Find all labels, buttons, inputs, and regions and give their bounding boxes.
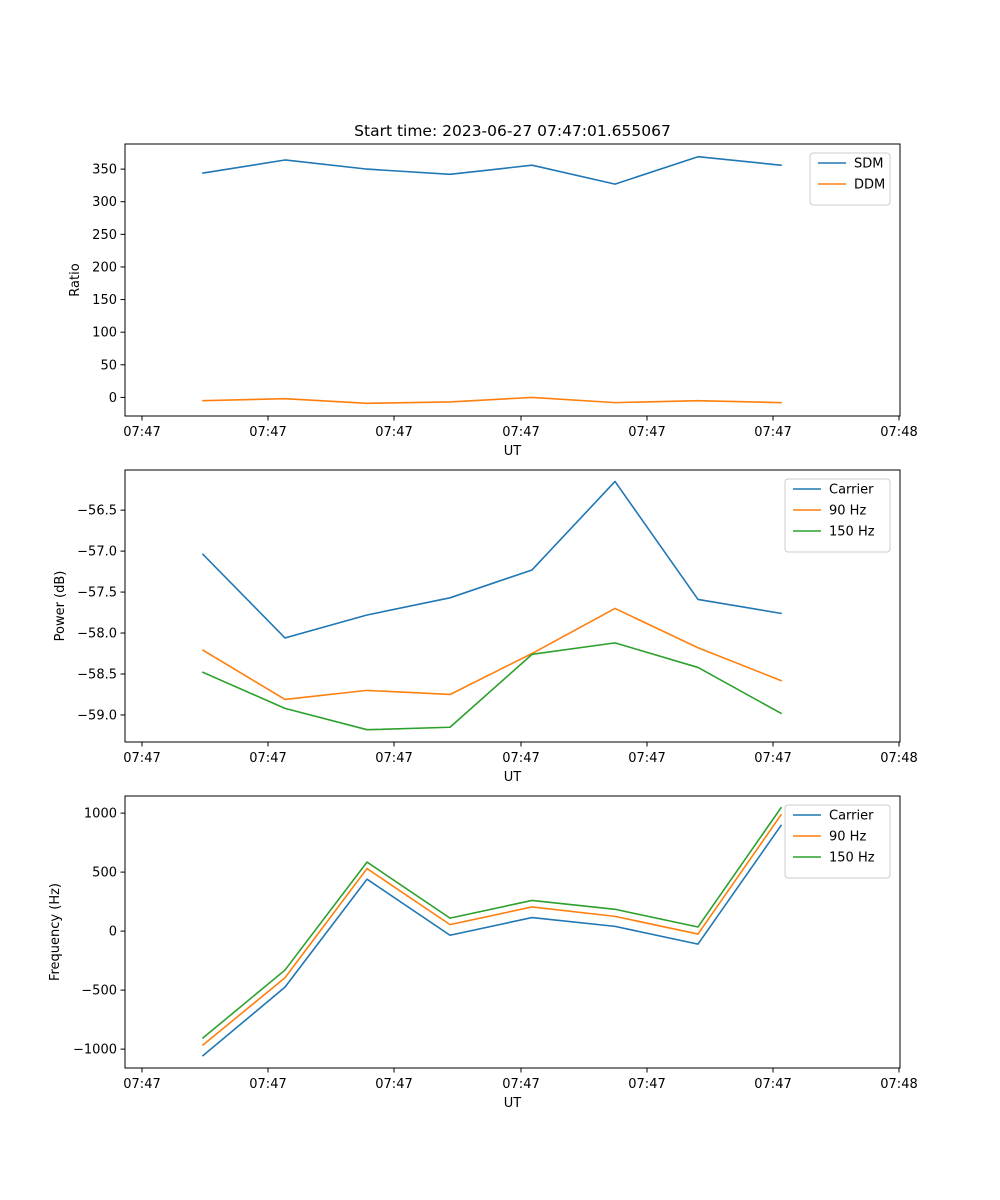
chart-panels: 07:47 07:47 07:47 07:47 07:47 07:47 07:48 0 50 10… bbox=[48, 143, 918, 1111]
series-line-150-hz bbox=[201, 806, 783, 1040]
x-tick-label: 07:47 bbox=[375, 1077, 412, 1092]
y-tick-label: 1000 bbox=[84, 807, 117, 822]
y-tick-label: 300 bbox=[92, 195, 117, 210]
x-tick-label: 07:47 bbox=[502, 1077, 539, 1092]
x-axis-label: UT bbox=[504, 770, 522, 785]
legend-entry-label: DDM bbox=[854, 178, 885, 193]
series-line-carrier bbox=[201, 480, 782, 639]
x-tick-label: 07:47 bbox=[123, 1077, 160, 1092]
y-tick-label: 350 bbox=[92, 163, 117, 178]
series-line-carrier bbox=[201, 824, 783, 1057]
y-tick-label: −59.0 bbox=[77, 708, 117, 723]
y-axis-label: Power (dB) bbox=[53, 571, 68, 642]
y-tick-label: 50 bbox=[100, 358, 117, 373]
legend-box bbox=[809, 152, 891, 206]
x-axis-label: UT bbox=[504, 1096, 522, 1111]
y-tick-label: 100 bbox=[92, 326, 117, 341]
legend-box bbox=[784, 804, 891, 879]
x-tick-label: 07:47 bbox=[249, 425, 286, 440]
legend: Carrier 90 Hz 150 Hz bbox=[784, 478, 891, 553]
x-tick-label: 07:47 bbox=[375, 425, 412, 440]
x-tick-label: 07:47 bbox=[628, 1077, 665, 1092]
y-tick-label: −57.0 bbox=[77, 545, 117, 560]
series-line-150-hz bbox=[201, 642, 783, 731]
y-tick-label: 250 bbox=[92, 228, 117, 243]
chart-panel-2: 07:47 07:47 07:47 07:47 07:47 07:47 07:48 −59.0… bbox=[53, 469, 918, 785]
chart-panel-1: 07:47 07:47 07:47 07:47 07:47 07:47 07:48 0 50 10… bbox=[68, 143, 918, 459]
x-tick-label: 07:47 bbox=[249, 1077, 286, 1092]
y-tick-label: 0 bbox=[109, 925, 117, 940]
x-tick-label: 07:47 bbox=[375, 751, 412, 766]
figure-title: Start time: 2023-06-27 07:47:01.655067 bbox=[354, 122, 671, 140]
legend-entry-label: SDM bbox=[854, 157, 883, 172]
legend-entry-label: Carrier bbox=[829, 809, 874, 824]
x-tick-label: 07:47 bbox=[628, 751, 665, 766]
legend-box bbox=[784, 478, 891, 553]
y-tick-label: 200 bbox=[92, 260, 117, 275]
y-tick-label: −58.0 bbox=[77, 627, 117, 642]
legend-entry-label: 90 Hz bbox=[829, 504, 866, 519]
y-tick-label: 500 bbox=[92, 866, 117, 881]
legend-entry-label: Carrier bbox=[829, 483, 874, 498]
x-tick-label: 07:47 bbox=[754, 425, 791, 440]
legend: Carrier 90 Hz 150 Hz bbox=[784, 804, 891, 879]
x-tick-label: 07:47 bbox=[502, 425, 539, 440]
x-tick-label: 07:47 bbox=[754, 751, 791, 766]
legend: SDM DDM bbox=[809, 152, 891, 206]
x-tick-label: 07:48 bbox=[880, 1077, 917, 1092]
y-tick-label: −57.5 bbox=[77, 586, 117, 601]
plot-frame bbox=[124, 795, 901, 1069]
x-tick-label: 07:47 bbox=[628, 425, 665, 440]
plot-frame bbox=[124, 469, 901, 743]
y-tick-label: −1000 bbox=[73, 1043, 117, 1058]
y-tick-label: 150 bbox=[92, 293, 117, 308]
y-axis-label: Frequency (Hz) bbox=[48, 883, 63, 981]
y-tick-label: −500 bbox=[81, 984, 117, 999]
x-tick-label: 07:48 bbox=[880, 751, 917, 766]
x-tick-label: 07:47 bbox=[249, 751, 286, 766]
y-tick-label: −56.5 bbox=[77, 504, 117, 519]
x-axis-label: UT bbox=[504, 444, 522, 459]
series-line-90-hz bbox=[201, 813, 783, 1047]
y-tick-label: 0 bbox=[109, 391, 117, 406]
legend-entry-label: 150 Hz bbox=[829, 851, 875, 866]
series-line-ddm bbox=[202, 396, 782, 405]
x-tick-label: 07:47 bbox=[754, 1077, 791, 1092]
y-tick-label: −58.5 bbox=[77, 668, 117, 683]
x-tick-label: 07:48 bbox=[880, 425, 917, 440]
plot-frame bbox=[124, 143, 901, 417]
legend-entry-label: 150 Hz bbox=[829, 525, 875, 540]
series-line-90-hz bbox=[201, 607, 783, 701]
series-line-sdm bbox=[202, 155, 782, 185]
x-tick-label: 07:47 bbox=[123, 425, 160, 440]
y-axis-label: Ratio bbox=[68, 263, 83, 296]
legend-entry-label: 90 Hz bbox=[829, 830, 866, 845]
chart-panel-3: 07:47 07:47 07:47 07:47 07:47 07:47 07:48 −1000… bbox=[48, 795, 918, 1111]
x-tick-label: 07:47 bbox=[123, 751, 160, 766]
x-tick-label: 07:47 bbox=[502, 751, 539, 766]
